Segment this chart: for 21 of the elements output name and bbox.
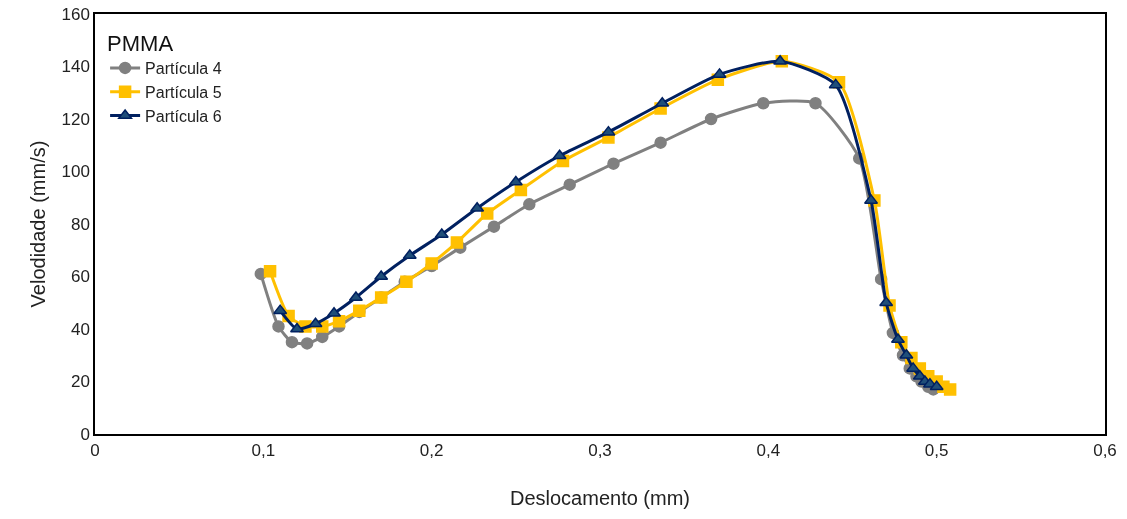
legend-label: Partícula 4 <box>145 60 222 78</box>
x-tick-label: 0,4 <box>756 441 781 461</box>
y-axis-title: Velodidade (mm/s) <box>26 140 49 308</box>
x-tick-label: 0,3 <box>588 441 612 461</box>
x-tick-label: 0,1 <box>251 441 276 461</box>
y-tick-label: 100 <box>61 162 90 182</box>
y-tick-label: 120 <box>61 109 90 129</box>
x-tick-label: 0,6 <box>1093 441 1117 461</box>
legend-label: Partícula 5 <box>145 83 222 101</box>
legend-title: PMMA <box>107 31 174 56</box>
x-axis-title: Deslocamento (mm) <box>509 486 691 509</box>
y-tick-label: 60 <box>70 267 90 287</box>
y-tick-label: 160 <box>61 4 90 24</box>
y-tick-label: 140 <box>61 57 90 77</box>
y-tick-label: 40 <box>70 319 90 339</box>
y-tick-label: 80 <box>70 214 90 234</box>
x-tick-label: 0,5 <box>924 441 949 461</box>
y-tick-label: 20 <box>70 372 90 392</box>
x-tick-label: 0,2 <box>419 441 444 461</box>
y-tick-label: 0 <box>80 424 90 444</box>
legend-label: Partícula 6 <box>145 107 222 125</box>
